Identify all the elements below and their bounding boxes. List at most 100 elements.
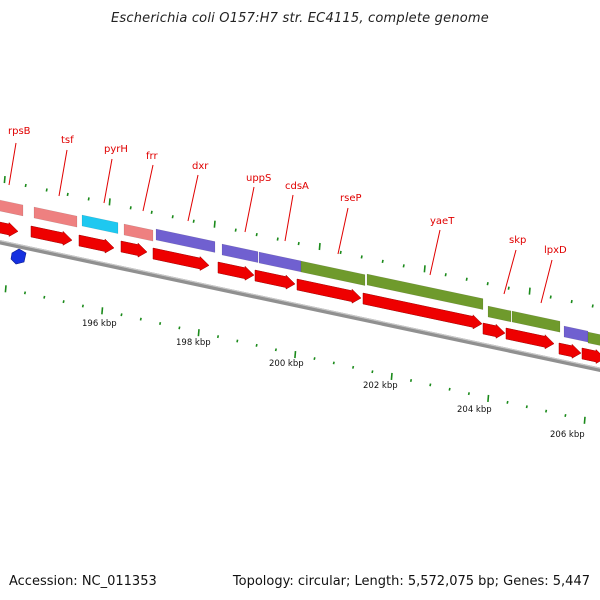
block-olive-end [587,331,600,346]
gene-label-skp: skp [509,235,526,246]
lower-tick [81,304,84,308]
lower-tick [313,357,316,361]
lower-tick [429,383,432,387]
gene-labels: rpsB tsf pyrH frr dxr uppS cdsA rseP yae… [8,126,567,256]
lower-tick [583,416,586,424]
gene-label-rseP: rseP [340,193,362,204]
cds-arrow-cdsA [254,269,296,290]
scale-label-206: 206 kbp [550,430,585,440]
lower-tick [274,348,277,352]
lower-tick [448,387,451,391]
upper-tick [192,219,195,223]
cds-arrow-frr [120,240,148,258]
block-rpsB [0,199,24,217]
cds-arrow-pyrH [78,234,115,254]
upper-tick [339,250,342,255]
scale-label-202: 202 kbp [363,381,398,391]
lower-tick [467,392,470,396]
upper-tick [297,241,300,246]
cds-arrow-rpsB [0,221,19,237]
cds-arrow-lpxD [505,327,555,350]
backbone-highlight [0,240,600,369]
upper-tick [402,264,405,268]
block-lpxD [511,310,561,333]
upper-tick [423,265,426,273]
leader-line-9 [503,249,517,295]
scale-label-198: 198 kbp [176,338,211,348]
upper-tick [444,273,447,277]
upper-tick [360,255,363,259]
cog-blocks [0,199,600,346]
upper-tick [318,242,321,251]
leader-line-0 [8,142,17,186]
block-purple-end [563,325,589,343]
lower-tick [525,405,528,409]
block-yaeT [366,273,484,310]
leader-line-8 [429,229,441,276]
lower-tick [62,300,65,304]
gene-label-yaeT: yaeT [430,216,455,227]
lower-tick [139,317,142,321]
leader-line-2 [103,158,113,204]
upper-tick [234,228,237,232]
lower-tick [236,339,239,343]
leader-lines [8,142,553,304]
block-rseP [300,260,366,286]
leader-line-3 [142,164,154,212]
leader-line-7 [337,207,349,255]
upper-tick [150,210,153,214]
blue-marker-icon [10,248,27,265]
scale-label-204: 204 kbp [457,405,492,415]
lower-tick [23,291,27,295]
cds-arrow-end-1 [558,342,582,359]
marker [10,248,27,265]
block-tsf [33,206,78,228]
gene-label-dxr: dxr [192,161,209,172]
lower-tick [371,370,374,374]
lower-tick [409,378,413,382]
lower-tick [564,414,567,417]
upper-tick [528,287,531,295]
backbone [0,240,600,372]
cds-arrow-uppS [217,261,255,281]
upper-tick [465,277,468,281]
scale-ticks [3,175,594,424]
upper-tick [591,304,594,308]
leader-line-5 [244,186,255,233]
lower-tick [120,313,123,317]
gene-label-rpsB: rpsB [8,126,31,137]
lower-tick [294,351,297,359]
block-uppS [221,243,259,263]
scale-label-200: 200 kbp [269,359,304,369]
upper-tick [276,237,279,241]
upper-tick [549,295,552,299]
block-cdsA [258,251,302,273]
leader-line-10 [540,259,553,304]
accession-text: Accession: NC_011353 [9,574,157,589]
cds-arrow-tsf [30,225,73,246]
gene-label-frr: frr [146,151,158,162]
lower-tick [352,365,355,369]
map-title: Escherichia coli O157:H7 str. EC4115, co… [111,11,489,26]
lower-tick [255,343,258,347]
gene-label-lpxD: lpxD [544,245,567,256]
cds-arrow-end-2 [581,347,600,364]
lower-tick [545,409,548,413]
upper-tick [3,175,6,184]
block-pyrH [81,214,119,234]
lower-tick [332,361,335,365]
upper-tick [45,188,48,192]
upper-tick [507,286,510,290]
lower-tick [178,326,181,330]
gene-label-uppS: uppS [246,173,271,184]
block-skp [487,305,512,323]
upper-tick [381,259,384,264]
lower-tick [197,329,200,337]
lower-tick [159,322,162,325]
upper-tick [24,183,27,188]
gene-label-cdsA: cdsA [285,181,309,192]
cds-arrow-dxr [152,247,210,271]
lower-tick [43,295,46,299]
scale-labels: 196 kbp 198 kbp 200 kbp 202 kbp 204 kbp … [82,319,585,440]
